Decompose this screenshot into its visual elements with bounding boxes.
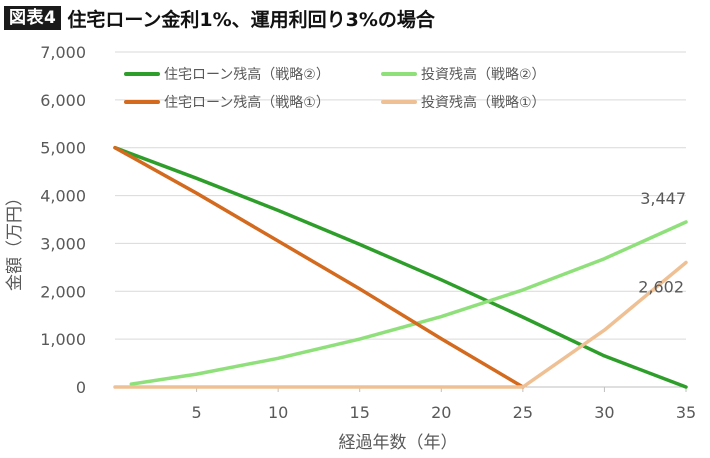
x-axis-label: 経過年数（年） [339, 433, 458, 453]
axes: 0 1,000 2,000 3,000 4,000 5,000 6,000 7,000 5 10 1… [40, 43, 696, 422]
x-tick-label: 20 [431, 403, 451, 422]
y-tick-label: 3,000 [40, 234, 86, 253]
series-line-4 [113, 260, 688, 389]
series-line-2 [129, 220, 688, 386]
figure-header: 図表4 住宅ローン金利1%、運用利回り3%の場合 [4, 5, 435, 31]
y-axis-label: 金額（万円） [5, 189, 25, 291]
grid-lines [115, 51, 686, 340]
y-tick-label: 4,000 [40, 187, 86, 206]
x-tick-label: 5 [191, 403, 201, 422]
data-labels: 3,447 2,602 [638, 189, 686, 296]
data-label: 3,447 [640, 189, 686, 208]
legend: 住宅ローン残高（戦略②） 投資残高（戦略②） 住宅ローン残高（戦略①） 投資残高（戦略… [124, 66, 546, 111]
figure-title: 住宅ローン金利1%、運用利回り3%の場合 [67, 8, 435, 31]
y-tick-label: 7,000 [40, 43, 86, 62]
y-tick-label: 1,000 [40, 330, 86, 349]
series-line-1 [113, 145, 688, 389]
x-tick-label: 25 [513, 403, 533, 422]
legend-label: 住宅ローン残高（戦略①） [164, 94, 330, 111]
legend-label: 投資残高（戦略①） [421, 94, 546, 111]
x-tick-label: 15 [350, 403, 370, 422]
x-tick-label: 30 [594, 403, 614, 422]
figure-badge: 図表4 [4, 6, 62, 30]
series-line-3 [113, 145, 525, 389]
y-tick-label: 0 [76, 378, 86, 397]
legend-label: 住宅ローン残高（戦略②） [164, 66, 330, 83]
y-tick-label: 5,000 [40, 139, 86, 158]
y-tick-label: 6,000 [40, 91, 86, 110]
data-label: 2,602 [638, 277, 684, 296]
series-lines [113, 145, 688, 389]
x-tick-label: 10 [268, 403, 288, 422]
legend-label: 投資残高（戦略②） [421, 66, 546, 83]
x-tick-label: 35 [676, 403, 696, 422]
y-tick-label: 2,000 [40, 282, 86, 301]
